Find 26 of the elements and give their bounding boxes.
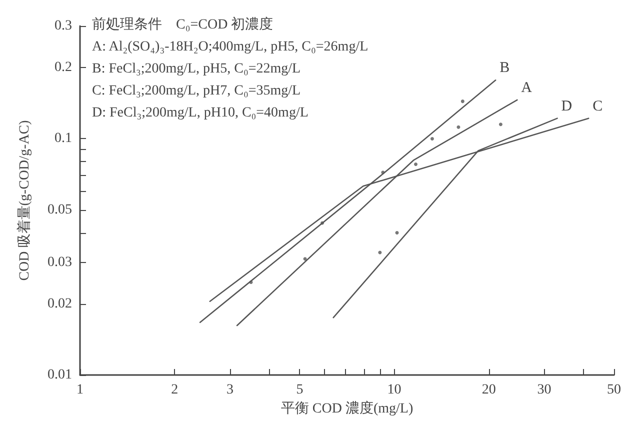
series-label: C <box>592 98 603 114</box>
y-tick-label: 0.01 <box>48 368 72 382</box>
x-axis-title: 平衡 COD 濃度(mg/L) <box>280 400 414 416</box>
x-tick-label: 5 <box>296 382 304 398</box>
y-tick-label: 0.3 <box>54 18 72 34</box>
x-tick-label: 2 <box>171 382 178 398</box>
annotation: D: FeCl₃;200mg/L, pH10, C₀=40mg/L <box>92 106 308 120</box>
y-tick-label: 0.02 <box>48 296 72 312</box>
x-tick-label: 10 <box>387 382 402 398</box>
series-label: A <box>521 80 532 96</box>
series-label: D <box>561 98 572 114</box>
annotation: C: FeCl₃;200mg/L, pH7, C₀=35mg/L <box>92 84 301 98</box>
series-label: B <box>500 60 510 76</box>
y-tick-label: 0.1 <box>54 131 72 146</box>
y-tick-label: 0.05 <box>48 202 72 218</box>
y-tick-label: 0.2 <box>54 60 72 76</box>
x-tick-label: 3 <box>226 382 234 398</box>
annotation: A: Al₂(SO₄)₃-18H₂O;400mg/L, pH5, C₀=26mg/L <box>92 40 368 54</box>
x-tick-label: 50 <box>607 382 621 398</box>
x-tick-label: 30 <box>537 382 552 398</box>
y-tick-label: 0.03 <box>48 254 72 270</box>
x-tick-label: 20 <box>482 382 496 398</box>
annotation: 前処理条件 C₀=COD 初濃度 <box>92 16 274 32</box>
x-tick-label: 1 <box>76 382 84 398</box>
annotation: B: FeCl₃;200mg/L, pH5, C₀=22mg/L <box>92 62 301 76</box>
y-axis-title: COD 吸着量(g-COD/g-AC) <box>16 120 32 281</box>
